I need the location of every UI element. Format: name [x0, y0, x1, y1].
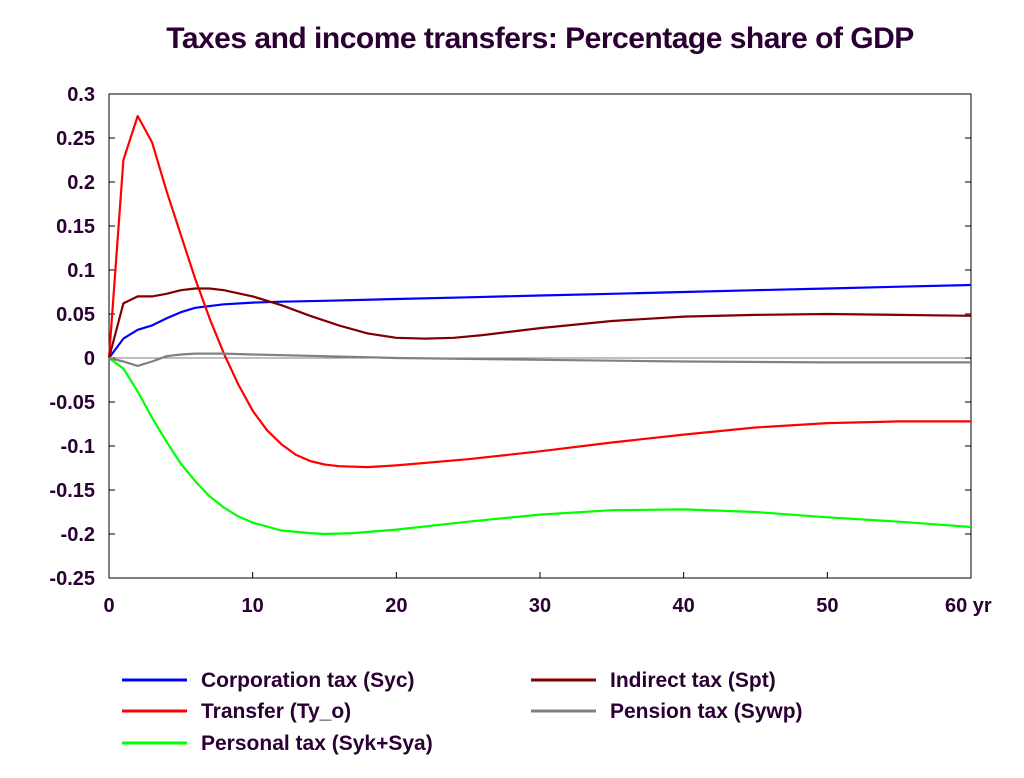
- y-tick-label: -0.25: [49, 568, 95, 590]
- y-tick-label: -0.05: [49, 392, 95, 414]
- x-tick-label: 50: [816, 595, 838, 617]
- series-lines: [107, 114, 972, 536]
- x-tick-label: 30: [529, 595, 551, 617]
- y-tick-label: 0.3: [67, 84, 95, 106]
- y-tick-label: 0.25: [56, 128, 95, 150]
- y-tick-label: 0.15: [56, 216, 95, 238]
- legend-label-indirect-tax-spt: Indirect tax (Spt): [610, 669, 776, 692]
- series-line-personal-tax-syk-sya: [108, 357, 972, 536]
- x-tick-label: 0: [103, 595, 114, 617]
- y-tick-label: -0.15: [49, 480, 95, 502]
- legend-label-transfer-ty-o: Transfer (Ty_o): [201, 700, 351, 723]
- x-tick-label: 10: [242, 595, 264, 617]
- series-line-pension-tax-sywp: [108, 352, 971, 367]
- legend-label-corporation-tax-syc: Corporation tax (Syc): [201, 669, 415, 692]
- y-tick-label: 0: [84, 348, 95, 370]
- y-tick-label: 0.1: [67, 260, 95, 282]
- legend: Corporation tax (Syc) Transfer (Ty_o) Pers…: [122, 669, 803, 755]
- legend-label-personal-tax-syk-sya: Personal tax (Syk+Sya): [201, 732, 433, 755]
- x-tick-label: 60 yr: [945, 595, 992, 617]
- series-line-corporation-tax-syc: [108, 283, 972, 359]
- x-tick-label: 40: [673, 595, 695, 617]
- series-line-indirect-tax-spt: [107, 287, 972, 359]
- series-line-transfer-ty-o: [107, 114, 971, 469]
- legend-label-pension-tax-sywp: Pension tax (Sywp): [610, 700, 803, 723]
- y-tick-label: -0.1: [61, 436, 95, 458]
- axes: 0.3 0.25 0.2 0.15 0.1 0.05 0 -0.05 -0.1 -0.15 -0.2…: [49, 84, 992, 617]
- plot-frame: [108, 93, 972, 579]
- x-tick-label: 20: [385, 595, 407, 617]
- y-tick-label: 0.2: [67, 172, 95, 194]
- y-tick-label: 0.05: [56, 304, 95, 326]
- y-tick-label: -0.2: [61, 524, 95, 546]
- chart-title: Taxes and income transfers: Percentage s…: [166, 22, 914, 55]
